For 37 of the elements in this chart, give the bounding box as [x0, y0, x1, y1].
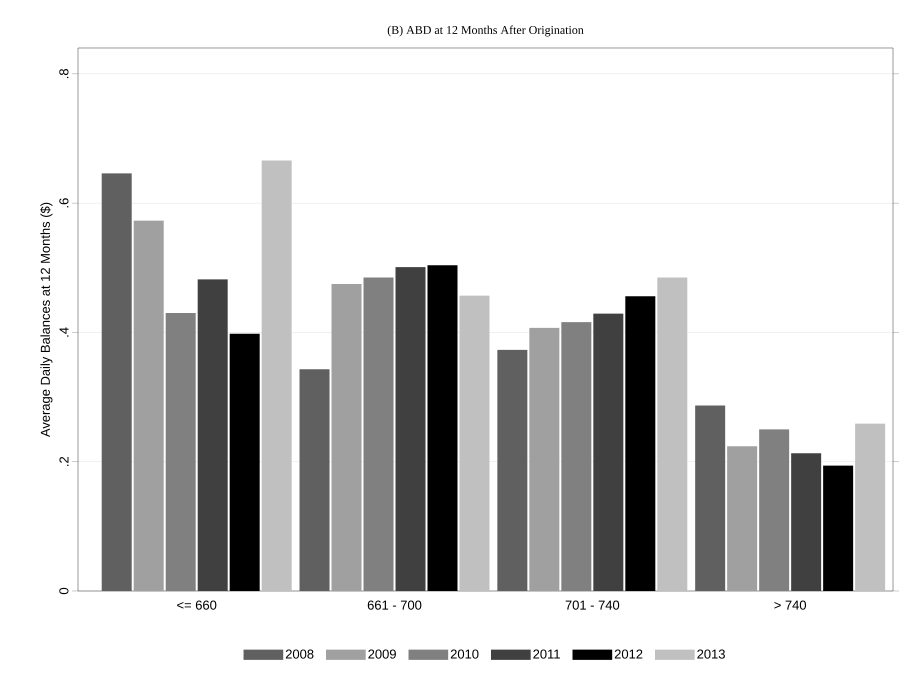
bar	[166, 313, 196, 591]
bar	[657, 277, 688, 591]
x-tick-label: 701 - 740	[566, 600, 620, 610]
y-tick-label: 0	[59, 588, 68, 594]
bar	[459, 296, 490, 591]
bar	[198, 279, 228, 591]
legend-label: 2013	[697, 649, 725, 659]
x-tick-label: > 740	[774, 600, 806, 610]
bar	[695, 405, 726, 591]
x-tick-label: <= 660	[177, 600, 216, 610]
y-axis-title: Average Daily Balances at 12 Months ($)	[40, 202, 52, 438]
y-tick-label: .2	[59, 456, 68, 466]
legend-label: 2009	[368, 649, 396, 659]
bar	[855, 424, 886, 591]
y-tick-label: .6	[59, 198, 68, 208]
bar	[593, 314, 624, 591]
legend-label: 2010	[450, 649, 478, 659]
bar	[529, 328, 560, 591]
legend-label: 2008	[286, 649, 314, 659]
bar	[727, 446, 758, 591]
y-tick-label: .8	[59, 69, 68, 78]
chart-title: (B) ABD at 12 Months After Origination	[388, 25, 584, 36]
y-tick-label: .4	[60, 327, 68, 337]
bar	[102, 173, 132, 591]
bar	[497, 350, 528, 591]
bar	[396, 267, 426, 591]
bar	[134, 220, 164, 591]
bar	[332, 284, 362, 591]
bar	[300, 369, 330, 591]
legend-label: 2012	[614, 649, 642, 659]
bar	[759, 429, 790, 591]
bar	[791, 453, 822, 591]
bar	[262, 160, 292, 591]
legend-label: 2011	[533, 649, 560, 659]
bar	[364, 277, 394, 591]
bar	[561, 322, 592, 591]
x-tick-label: 661 - 700	[368, 600, 422, 610]
